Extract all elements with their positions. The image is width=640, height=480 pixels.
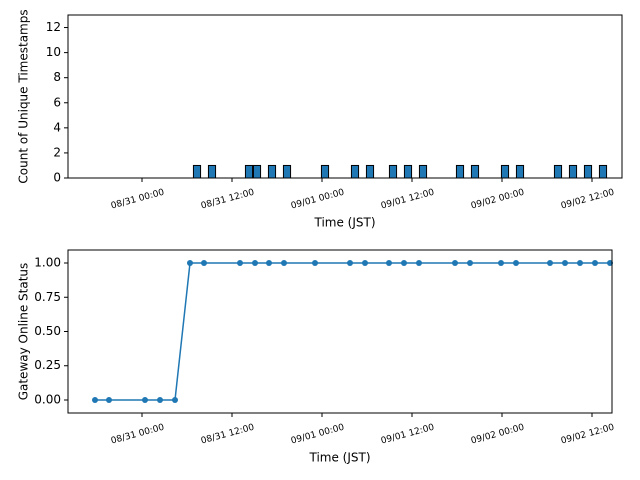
- x-tick-label: 09/02 12:00: [560, 188, 616, 212]
- point: [513, 260, 519, 267]
- y-tick-label: 0.75: [34, 290, 61, 304]
- bar: [598, 164, 608, 179]
- point: [281, 260, 287, 267]
- point: [157, 396, 163, 403]
- x-tick-label: 09/01 12:00: [380, 423, 436, 447]
- point: [106, 396, 112, 403]
- bar: [455, 164, 465, 179]
- axes-frame: [67, 14, 623, 179]
- bar: [350, 164, 360, 179]
- bar: [320, 164, 330, 179]
- bar: [583, 164, 593, 179]
- y-tick-label: 0.00: [34, 392, 61, 406]
- point: [312, 260, 318, 267]
- x-tick-label: 09/02 12:00: [560, 423, 616, 447]
- bar: [553, 164, 563, 179]
- x-tick-label: 09/01 00:00: [290, 423, 346, 447]
- point: [187, 260, 193, 267]
- point: [347, 260, 353, 267]
- x-tick-label: 09/02 00:00: [470, 423, 526, 447]
- point: [401, 260, 407, 267]
- point: [416, 260, 422, 267]
- point: [547, 260, 553, 267]
- y-axis-label: Count of Unique Timestamps: [17, 9, 31, 183]
- axes-frame: [67, 249, 613, 414]
- bar: [192, 164, 202, 179]
- bar: [470, 164, 480, 179]
- point: [92, 396, 98, 403]
- x-tick-label: 08/31 00:00: [110, 188, 166, 212]
- y-tick-label: 6: [53, 95, 61, 109]
- bar: [403, 164, 413, 179]
- x-tick-label: 08/31 00:00: [110, 423, 166, 447]
- x-tick-label: 09/01 12:00: [380, 188, 436, 212]
- point: [467, 260, 473, 267]
- x-axis-label: Time (JST): [308, 451, 370, 465]
- y-tick-label: 0: [53, 171, 61, 185]
- bar: [207, 164, 217, 179]
- point: [577, 260, 583, 267]
- x-tick-label: 09/01 00:00: [290, 188, 346, 212]
- point: [592, 260, 598, 267]
- x-tick-label: 09/02 00:00: [470, 188, 526, 212]
- bar: [500, 164, 510, 179]
- point: [452, 260, 458, 267]
- y-tick-label: 0.50: [34, 324, 61, 338]
- point: [172, 396, 178, 403]
- point: [498, 260, 504, 267]
- point: [386, 260, 392, 267]
- bar: [515, 164, 525, 179]
- bar: [244, 164, 254, 179]
- point: [201, 260, 207, 267]
- y-tick-label: 8: [53, 70, 61, 84]
- point: [237, 260, 243, 267]
- bar: [365, 164, 375, 179]
- y-tick-label: 4: [53, 120, 61, 134]
- x-tick-label: 08/31 12:00: [200, 423, 256, 447]
- point: [362, 260, 368, 267]
- bar: [252, 164, 262, 179]
- y-tick-label: 1.00: [34, 256, 61, 270]
- y-tick-label: 0.25: [34, 358, 61, 372]
- point: [562, 260, 568, 267]
- point: [266, 260, 272, 267]
- point: [252, 260, 258, 267]
- y-tick-label: 2: [53, 145, 61, 159]
- line: [95, 262, 610, 401]
- point: [142, 396, 148, 403]
- x-axis-label: Time (JST): [313, 216, 375, 230]
- bar: [282, 164, 292, 179]
- bar: [388, 164, 398, 179]
- bar: [568, 164, 578, 179]
- x-tick-label: 08/31 12:00: [200, 188, 256, 212]
- y-tick-label: 12: [46, 20, 61, 34]
- bar: [267, 164, 277, 179]
- y-tick-label: 10: [46, 45, 61, 59]
- y-axis-label: Gateway Online Status: [17, 263, 31, 401]
- bar: [418, 164, 428, 179]
